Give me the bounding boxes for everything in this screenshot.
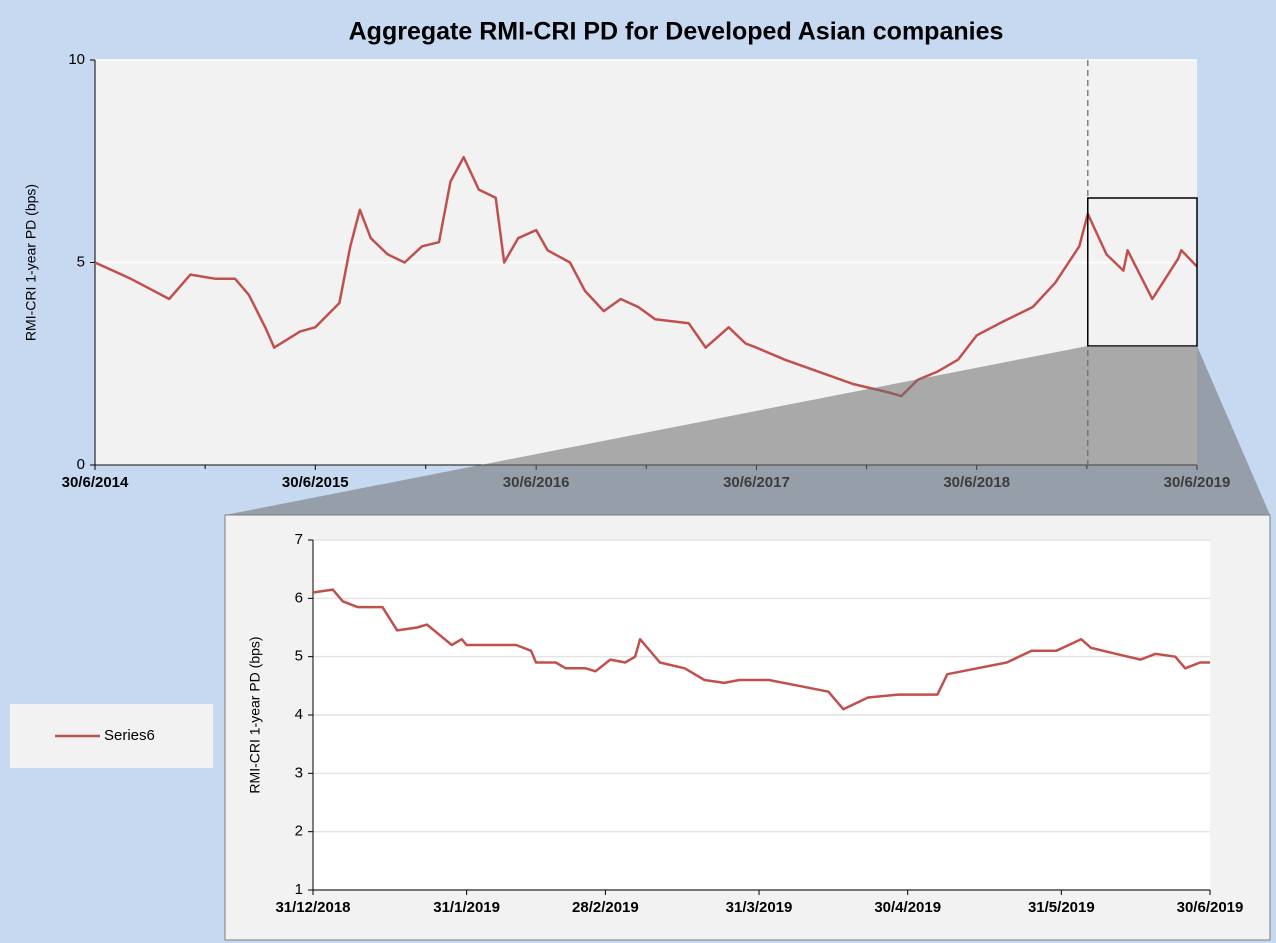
y-tick-label: 1 <box>295 881 303 898</box>
y-tick-label: 4 <box>295 706 303 723</box>
x-tick-label: 28/2/2019 <box>572 899 639 916</box>
zoom-wedge <box>225 346 1270 515</box>
x-tick-label: 31/5/2019 <box>1028 899 1095 916</box>
x-tick-label: 31/3/2019 <box>726 899 793 916</box>
data-line <box>312 588 1210 711</box>
x-tick-label: 31/1/2019 <box>433 899 500 916</box>
zoom-wedge <box>225 346 1270 515</box>
inset-panel: 1 2 3 4 5 6 7 31/12/2018 31/1/2019 28/2/2019 31/3/… <box>224 514 1271 941</box>
y-tick-label: 3 <box>295 764 303 781</box>
y-tick-label: 0 <box>77 456 85 473</box>
data-line <box>94 155 1198 398</box>
x-tick-label: 30/6/2014 <box>62 474 129 491</box>
x-tick-label: 31/12/2018 <box>275 899 350 916</box>
y-tick-label: 2 <box>295 823 303 840</box>
legend-label: Series6 <box>104 727 155 744</box>
legend-box <box>10 704 213 768</box>
y-axis-label: RMI-CRI 1-year PD (bps) <box>247 636 263 793</box>
y-axis-label: RMI-CRI 1-year PD (bps) <box>23 184 39 341</box>
x-tick-label: 30/6/2015 <box>282 474 349 491</box>
y-tick-label: 5 <box>295 648 303 665</box>
y-tick-label: 5 <box>77 253 85 270</box>
y-tick-label: 10 <box>68 51 85 68</box>
y-tick-label: 7 <box>295 531 303 548</box>
legend: Series6 <box>10 704 213 768</box>
y-tick-label: 6 <box>295 589 303 606</box>
chart-title: Aggregate RMI-CRI PD for Developed Asian… <box>349 18 1004 46</box>
x-tick-label: 30/6/2019 <box>1177 899 1244 916</box>
x-tick-label: 30/4/2019 <box>874 899 941 916</box>
